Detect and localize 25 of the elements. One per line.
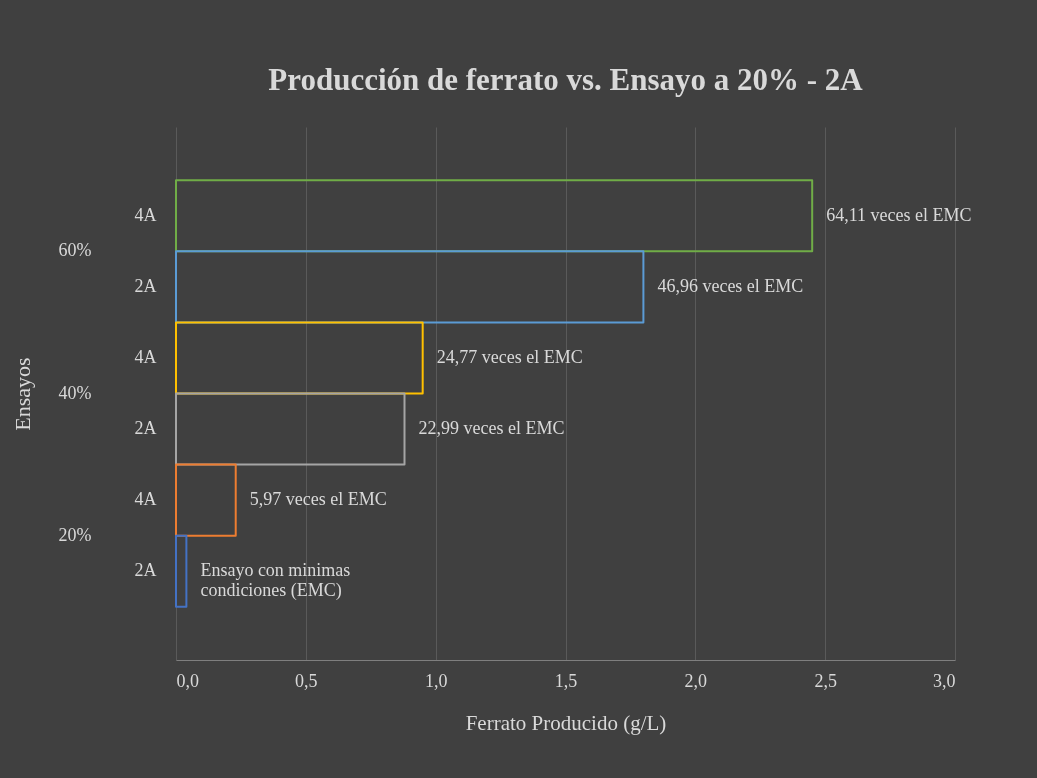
- x-tick-label: 1,0: [424, 670, 448, 691]
- annotation: 64,11 veces el EMC: [826, 204, 972, 225]
- annotation: 22,99 veces el EMC: [418, 418, 565, 439]
- x-tick-label: 0,0: [176, 670, 199, 691]
- x-tick-label: 2,5: [814, 670, 837, 691]
- y-tick-label: 4A: [134, 346, 157, 367]
- x-tick-label: 0,5: [295, 670, 318, 691]
- text: 20%: [58, 524, 92, 545]
- text: 60%: [58, 240, 92, 261]
- annotation: Ensayo con minimas condiciones (EMC): [200, 560, 351, 602]
- annotation: 24,77 veces el EMC: [436, 346, 583, 367]
- y-axis-title: Ensayos: [9, 357, 35, 431]
- y-tick-label: 2A: [134, 560, 157, 581]
- y-tick-label: 2A: [134, 275, 157, 296]
- x-tick-label: 3,0: [933, 670, 956, 691]
- annotation: 46,96 veces el EMC: [657, 275, 804, 296]
- x-tick-label: 1,5: [554, 670, 578, 691]
- x-tick-label: 2,0: [684, 670, 708, 691]
- annotation: 5,97 veces el EMC: [249, 489, 387, 510]
- chart-title: Producción de ferrato vs. Ensayo a 20% - 2A: [268, 62, 864, 97]
- x-axis-title: Ferrato Producido (g/L): [465, 710, 667, 735]
- y-tick-label: 2A: [134, 418, 157, 439]
- y-tick-label: 4A: [134, 204, 157, 225]
- y-tick-label: 4A: [134, 489, 157, 510]
- text: 40%: [58, 382, 92, 403]
